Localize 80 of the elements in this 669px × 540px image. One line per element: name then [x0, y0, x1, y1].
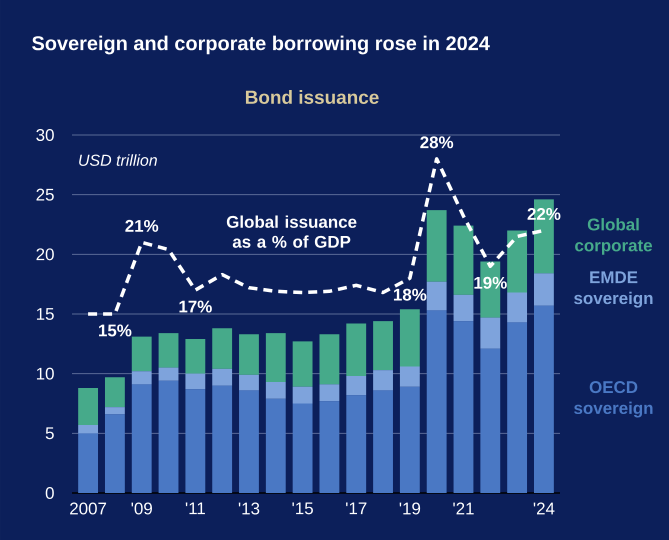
bar	[319, 401, 340, 493]
bar	[185, 389, 206, 493]
x-tick-label: '21	[453, 502, 474, 514]
y-axis-title: USD trillion	[79, 154, 157, 166]
bar	[104, 407, 125, 414]
bar	[426, 210, 447, 282]
bar	[507, 292, 528, 322]
bar	[158, 333, 178, 368]
x-tick-label: '24	[534, 502, 554, 514]
bar	[292, 386, 313, 404]
bar	[78, 388, 98, 425]
y-tick-label: 20	[36, 248, 54, 260]
bar	[266, 398, 286, 493]
bar	[158, 368, 178, 381]
data-label: 18%	[394, 288, 426, 301]
y-tick-label: 15	[36, 308, 54, 320]
y-tick-label: 5	[46, 427, 54, 440]
bar	[426, 282, 447, 310]
bar	[454, 321, 474, 493]
bar	[104, 414, 125, 493]
bar	[319, 384, 340, 402]
bar	[400, 309, 420, 366]
bar	[266, 382, 286, 399]
bar	[266, 333, 286, 382]
bar	[373, 370, 393, 390]
bar	[292, 403, 313, 493]
bar	[212, 386, 232, 493]
data-label: 21%	[125, 220, 158, 232]
bar	[212, 368, 232, 386]
x-tick-label: '15	[292, 502, 313, 514]
bar	[78, 424, 98, 434]
bar	[104, 377, 125, 408]
bar	[534, 306, 554, 493]
bar	[212, 328, 232, 369]
x-tick-label: '19	[400, 502, 420, 514]
bar	[239, 390, 259, 493]
bar	[78, 433, 98, 493]
bar	[346, 376, 366, 396]
data-label: 28%	[420, 136, 454, 148]
bar	[480, 318, 500, 349]
bar	[292, 341, 313, 387]
y-tick-label: 30	[36, 128, 54, 141]
x-tick-label: '17	[346, 502, 366, 514]
bar	[346, 395, 366, 493]
y-tick-label: 0	[46, 486, 54, 499]
x-tick-label: '13	[238, 502, 260, 514]
bar	[480, 348, 500, 493]
series-label: OECD sovereign	[574, 381, 652, 418]
bar	[185, 374, 206, 390]
bar	[319, 334, 340, 384]
bar	[158, 380, 178, 493]
x-tick-label: '11	[186, 502, 205, 514]
y-tick-label: 10	[36, 368, 54, 380]
bar	[454, 294, 474, 322]
bar	[426, 310, 447, 493]
bar	[185, 339, 206, 374]
bar	[132, 384, 152, 493]
bar	[534, 273, 554, 306]
bar	[346, 324, 366, 376]
data-label: 17%	[179, 300, 212, 313]
bar	[400, 366, 420, 387]
bar	[507, 230, 528, 293]
data-label: 15%	[99, 324, 132, 336]
x-tick-label: '09	[132, 502, 152, 514]
bar	[373, 390, 393, 493]
bar	[454, 226, 474, 295]
bar	[239, 334, 259, 375]
series-label: EMDE sovereign	[574, 271, 652, 308]
bar	[373, 321, 393, 370]
bar	[132, 336, 152, 372]
series-label: Global corporate	[575, 218, 652, 255]
chart-subtitle: Bond issuance	[246, 90, 379, 104]
bar	[132, 371, 152, 384]
y-tick-label: 25	[36, 188, 54, 201]
bar	[239, 374, 259, 390]
x-tick-label: 2007	[70, 502, 106, 514]
series-label: Global issuance as a % of GDP	[226, 215, 356, 248]
bar	[400, 386, 420, 493]
bar	[507, 322, 528, 493]
chart-title: Sovereign and corporate borrowing rose in 2024	[32, 36, 490, 54]
